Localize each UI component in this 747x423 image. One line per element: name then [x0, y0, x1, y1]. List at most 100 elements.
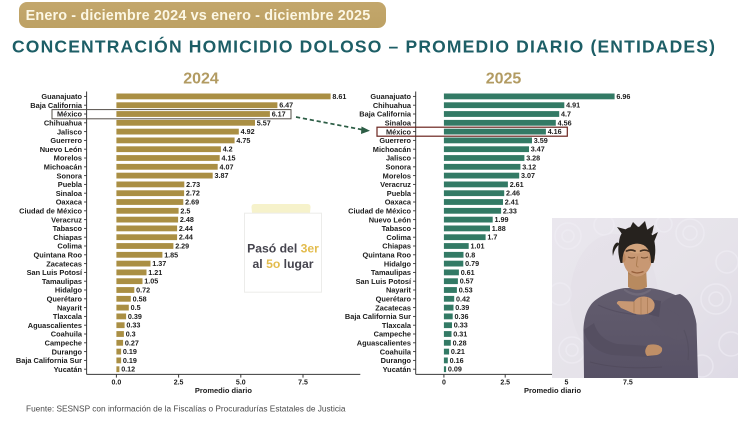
svg-text:Coahuila: Coahuila [380, 347, 412, 356]
svg-text:0.5: 0.5 [131, 303, 141, 312]
svg-text:Tabasco: Tabasco [53, 224, 83, 233]
svg-text:Michoacán: Michoacán [44, 163, 83, 172]
svg-text:4.15: 4.15 [222, 154, 236, 163]
svg-text:2.48: 2.48 [180, 215, 194, 224]
svg-text:1.37: 1.37 [152, 259, 166, 268]
svg-text:Tlaxcala: Tlaxcala [382, 321, 412, 330]
svg-text:Baja California: Baja California [30, 101, 83, 110]
svg-text:Veracruz: Veracruz [51, 215, 82, 224]
svg-text:2.33: 2.33 [503, 206, 517, 215]
svg-text:Hidalgo: Hidalgo [55, 286, 83, 295]
svg-text:0.27: 0.27 [125, 338, 139, 347]
svg-text:Sonora: Sonora [386, 163, 412, 172]
svg-text:Quintana Roo: Quintana Roo [363, 251, 412, 260]
svg-text:Aguascalientes: Aguascalientes [28, 321, 82, 330]
svg-text:1.7: 1.7 [487, 233, 497, 242]
svg-text:Guanajuato: Guanajuato [41, 92, 82, 101]
svg-text:San Luis Potosí: San Luis Potosí [356, 277, 412, 286]
svg-text:2.73: 2.73 [186, 180, 200, 189]
svg-text:4.07: 4.07 [220, 162, 234, 171]
svg-text:0.16: 0.16 [450, 356, 464, 365]
svg-text:Durango: Durango [52, 347, 83, 356]
svg-text:0.33: 0.33 [126, 321, 140, 330]
svg-text:Puebla: Puebla [387, 189, 412, 198]
svg-text:Guerrero: Guerrero [50, 136, 82, 145]
svg-text:Nuevo León: Nuevo León [369, 215, 412, 224]
svg-text:5.57: 5.57 [257, 118, 271, 127]
svg-text:Morelos: Morelos [54, 154, 82, 163]
svg-text:0.61: 0.61 [461, 268, 475, 277]
svg-text:Nayarit: Nayarit [386, 286, 412, 295]
svg-text:2.46: 2.46 [506, 189, 520, 198]
svg-text:2.41: 2.41 [505, 198, 519, 207]
svg-text:1.05: 1.05 [144, 277, 158, 286]
svg-text:0.0: 0.0 [112, 379, 122, 386]
svg-text:0.19: 0.19 [123, 347, 137, 356]
svg-text:Zacatecas: Zacatecas [375, 303, 411, 312]
svg-text:3.47: 3.47 [531, 145, 545, 154]
svg-text:Yucatán: Yucatán [383, 365, 412, 374]
svg-text:Veracruz: Veracruz [380, 180, 411, 189]
svg-text:0.58: 0.58 [133, 294, 147, 303]
svg-text:0.19: 0.19 [123, 356, 137, 365]
svg-text:Pasó del 3er: Pasó del 3er [247, 242, 319, 256]
svg-text:4.75: 4.75 [236, 136, 250, 145]
svg-text:0.72: 0.72 [136, 286, 150, 295]
svg-text:0.12: 0.12 [121, 365, 135, 374]
svg-text:Sinaloa: Sinaloa [56, 189, 83, 198]
svg-text:0.39: 0.39 [455, 303, 469, 312]
svg-text:6.17: 6.17 [272, 110, 286, 119]
svg-text:4.92: 4.92 [241, 127, 255, 136]
svg-text:Jalisco: Jalisco [57, 127, 83, 136]
svg-text:Colima: Colima [386, 233, 412, 242]
svg-text:3.12: 3.12 [522, 162, 536, 171]
svg-text:Promedio diario: Promedio diario [195, 386, 253, 395]
svg-text:Aguascalientes: Aguascalientes [357, 339, 411, 348]
svg-text:2.69: 2.69 [185, 198, 199, 207]
svg-text:4.56: 4.56 [558, 118, 572, 127]
svg-text:0: 0 [442, 379, 446, 386]
svg-text:Fuente: SESNSP con información: Fuente: SESNSP con información de la Fis… [26, 404, 346, 414]
svg-text:0.33: 0.33 [454, 321, 468, 330]
svg-text:2.44: 2.44 [179, 224, 193, 233]
svg-text:0.31: 0.31 [453, 330, 467, 339]
svg-text:Sinaloa: Sinaloa [385, 119, 412, 128]
svg-text:3.59: 3.59 [534, 136, 548, 145]
svg-text:0.42: 0.42 [456, 294, 470, 303]
svg-text:Nayarit: Nayarit [57, 303, 83, 312]
svg-text:6.96: 6.96 [616, 92, 630, 101]
svg-text:Oaxaca: Oaxaca [385, 198, 412, 207]
svg-text:Jalisco: Jalisco [386, 154, 412, 163]
svg-text:2.5: 2.5 [500, 379, 510, 386]
svg-text:Baja California: Baja California [359, 110, 412, 119]
svg-text:2.29: 2.29 [175, 242, 189, 251]
svg-text:Tabasco: Tabasco [382, 224, 412, 233]
svg-text:3.87: 3.87 [215, 171, 229, 180]
svg-text:Coahuila: Coahuila [51, 330, 83, 339]
svg-text:0.39: 0.39 [128, 312, 142, 321]
svg-text:3.28: 3.28 [526, 154, 540, 163]
svg-text:Yucatán: Yucatán [54, 365, 83, 374]
svg-text:Oaxaca: Oaxaca [56, 198, 83, 207]
svg-text:1.21: 1.21 [148, 268, 162, 277]
svg-text:4.7: 4.7 [561, 110, 571, 119]
svg-text:Chiapas: Chiapas [53, 233, 82, 242]
svg-text:2024: 2024 [183, 71, 219, 88]
svg-text:2.5: 2.5 [174, 379, 184, 386]
svg-text:1.88: 1.88 [492, 224, 506, 233]
svg-text:Tamaulipas: Tamaulipas [42, 277, 82, 286]
svg-text:2.44: 2.44 [179, 233, 193, 242]
svg-text:5: 5 [565, 379, 569, 386]
svg-text:al 5o lugar: al 5o lugar [253, 257, 314, 271]
svg-text:Morelos: Morelos [383, 171, 411, 180]
svg-text:Quintana Roo: Quintana Roo [34, 251, 83, 260]
svg-text:Zacatecas: Zacatecas [46, 259, 82, 268]
svg-text:Baja California Sur: Baja California Sur [16, 356, 82, 365]
svg-text:Chihuahua: Chihuahua [44, 119, 83, 128]
svg-text:Puebla: Puebla [58, 180, 83, 189]
svg-text:1.99: 1.99 [495, 215, 509, 224]
svg-text:San Luis Potosí: San Luis Potosí [27, 268, 83, 277]
svg-text:0.8: 0.8 [465, 250, 475, 259]
svg-text:Michoacán: Michoacán [373, 145, 412, 154]
svg-text:Querétaro: Querétaro [376, 295, 412, 304]
